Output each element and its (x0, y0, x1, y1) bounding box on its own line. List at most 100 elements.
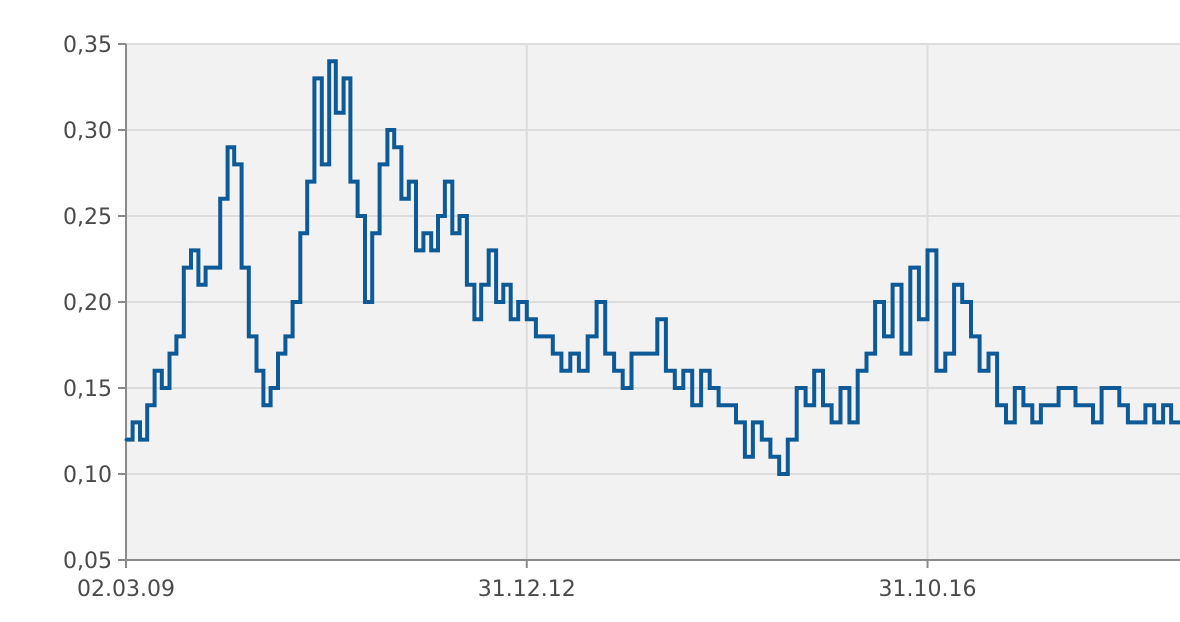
data-point (1074, 403, 1077, 407)
data-point (534, 334, 538, 338)
data-point (218, 197, 222, 201)
data-point (865, 352, 868, 356)
data-point (768, 455, 772, 459)
data-point (551, 352, 555, 356)
data-point (421, 231, 425, 235)
data-point (812, 369, 816, 373)
data-point (1048, 403, 1052, 407)
data-point (786, 438, 790, 442)
data-point (320, 162, 324, 166)
data-point (673, 386, 677, 390)
data-point (987, 352, 990, 356)
data-point (1013, 386, 1017, 390)
y-tick-label: 0,05 (63, 549, 112, 574)
data-point (479, 283, 483, 287)
y-tick-label: 0,30 (63, 119, 112, 144)
data-point (708, 386, 712, 390)
data-point (160, 386, 164, 390)
data-point (261, 403, 265, 407)
data-point (804, 403, 808, 407)
data-point (168, 352, 171, 356)
data-point (734, 420, 738, 424)
data-point (436, 214, 440, 218)
data-point (450, 231, 454, 235)
data-point (226, 145, 230, 149)
data-point (839, 386, 842, 390)
data-point (1100, 386, 1104, 390)
y-axis-labels: 0,05 0,10 0,15 0,20 0,25 0,30 0,35 (63, 33, 112, 574)
data-point (247, 334, 251, 338)
data-point (586, 334, 590, 338)
data-point (465, 283, 469, 287)
data-point (312, 76, 316, 80)
y-tick-label: 0,20 (63, 291, 112, 316)
data-point (612, 369, 616, 373)
x-axis-labels: 02.03.09 31.12.12 31.10.16 (77, 577, 976, 602)
data-point (943, 352, 947, 356)
data-point (664, 369, 668, 373)
data-point (1126, 420, 1130, 424)
data-point (363, 300, 367, 304)
data-point (873, 300, 877, 304)
data-point (525, 317, 529, 321)
data-point (131, 420, 135, 424)
data-point (458, 214, 461, 218)
data-point (681, 369, 685, 373)
data-point (856, 369, 860, 373)
data-point (621, 386, 625, 390)
data-point (334, 111, 338, 115)
data-point (153, 369, 157, 373)
x-tick-label: 31.10.16 (879, 577, 977, 602)
data-point (777, 472, 781, 476)
data-point (1161, 403, 1165, 407)
data-point (969, 334, 973, 338)
data-point (655, 317, 659, 321)
data-point (487, 248, 491, 252)
data-point (1004, 420, 1008, 424)
y-tick-label: 0,25 (63, 205, 112, 230)
data-point (501, 283, 505, 287)
data-point (516, 300, 520, 304)
data-point (378, 162, 382, 166)
data-point (370, 231, 374, 235)
data-point (124, 438, 128, 442)
data-point (472, 317, 476, 321)
data-point (240, 266, 244, 270)
data-point (891, 283, 895, 287)
data-point (751, 420, 755, 424)
data-point (145, 403, 149, 407)
data-point (1117, 403, 1121, 407)
data-point (1169, 420, 1173, 424)
data-point (509, 317, 513, 321)
data-point (995, 403, 999, 407)
data-point (1057, 386, 1061, 390)
data-point (276, 352, 280, 356)
data-point (305, 180, 309, 184)
data-point (196, 283, 200, 287)
y-tick-label: 0,10 (63, 463, 112, 488)
data-point (717, 403, 721, 407)
data-point (174, 334, 178, 338)
data-point (356, 214, 360, 218)
data-point (392, 145, 396, 149)
data-point (743, 455, 747, 459)
data-point (232, 162, 236, 166)
data-point (934, 369, 938, 373)
data-point (882, 334, 886, 338)
x-tick-label: 02.03.09 (77, 577, 175, 602)
series-line (126, 59, 1180, 476)
data-point (494, 300, 498, 304)
data-point (189, 248, 193, 252)
data-point (630, 352, 633, 356)
data-point (342, 76, 346, 80)
data-point (900, 352, 903, 356)
data-point (795, 386, 799, 390)
data-point (255, 369, 258, 373)
data-point (638, 352, 642, 356)
y-tick-label: 0,35 (63, 33, 112, 58)
data-point (690, 403, 694, 407)
data-point (138, 438, 142, 442)
data-point (327, 59, 331, 63)
data-point (1135, 420, 1139, 424)
